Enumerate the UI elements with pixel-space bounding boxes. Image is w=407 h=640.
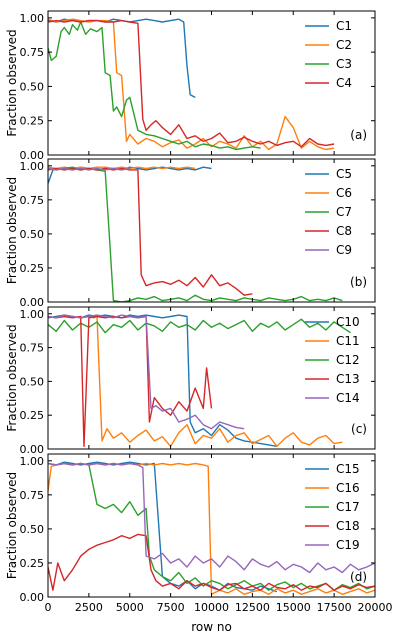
y-tick-label: 0.00	[20, 149, 45, 162]
y-tick-label: 0.75	[20, 194, 45, 207]
legend: C10 C11 C12 C13 C14	[305, 315, 360, 405]
panel-tag: (d)	[350, 570, 367, 584]
y-tick-label: 0.00	[20, 296, 45, 309]
y-tick-label: 0.50	[20, 80, 45, 93]
panel-tag: (b)	[350, 275, 367, 289]
series-line-c8	[48, 167, 253, 296]
y-axis-label: Fraction observed	[5, 29, 19, 136]
panel-tag: (a)	[350, 128, 367, 142]
legend-label: C13	[336, 372, 360, 386]
y-tick-label: 0.75	[20, 46, 45, 59]
legend: C5 C6 C7 C8 C9	[305, 167, 352, 257]
x-tick-label: 0	[45, 601, 52, 614]
legend-label: C16	[336, 481, 360, 495]
legend-label: C17	[336, 500, 360, 514]
legend-label: C19	[336, 538, 360, 552]
series-line-c14	[48, 314, 245, 430]
x-tick-label: 17500	[317, 601, 352, 614]
series-line-c12	[48, 318, 351, 334]
y-tick-label: 0.75	[20, 489, 45, 502]
legend-label: C5	[336, 167, 352, 181]
x-axis-label: row no	[191, 620, 232, 634]
legend-label: C8	[336, 224, 352, 238]
y-tick-label: 0.50	[20, 228, 45, 241]
legend-label: C11	[336, 334, 360, 348]
series-line-c17	[48, 462, 375, 591]
x-tick-label: 15000	[276, 601, 311, 614]
y-axis-label: Fraction observed	[5, 472, 19, 579]
series-line-c3	[48, 21, 261, 151]
legend: C1 C2 C3 C4	[305, 19, 352, 90]
legend-label: C4	[336, 76, 352, 90]
y-tick-label: 0.50	[20, 523, 45, 536]
y-tick-label: 0.50	[20, 375, 45, 388]
series-line-c7	[48, 166, 343, 302]
series-line-c16	[48, 462, 375, 595]
series-line-c2	[48, 18, 335, 151]
series-line-c4	[48, 19, 335, 148]
y-tick-label: 0.25	[20, 409, 45, 422]
legend-label: C9	[336, 243, 352, 257]
y-tick-label: 0.25	[20, 557, 45, 570]
x-tick-label: 7500	[157, 601, 185, 614]
series-line-c19	[48, 462, 375, 574]
legend-label: C18	[336, 519, 360, 533]
series-line-c10	[48, 314, 278, 447]
legend-label: C14	[336, 391, 360, 405]
x-tick-label: 20000	[358, 601, 393, 614]
legend-label: C1	[336, 19, 352, 33]
legend-label: C10	[336, 315, 360, 329]
legend-label: C7	[336, 205, 352, 219]
series-line-c9	[48, 167, 130, 171]
legend-label: C3	[336, 57, 352, 71]
y-tick-label: 1.00	[20, 160, 45, 173]
legend-label: C2	[336, 38, 352, 52]
y-tick-label: 0.00	[20, 443, 45, 456]
legend-label: C15	[336, 462, 360, 476]
x-tick-label: 12500	[235, 601, 270, 614]
y-tick-label: 1.00	[20, 455, 45, 468]
y-tick-label: 0.00	[20, 591, 45, 604]
x-tick-label: 5000	[116, 601, 144, 614]
series-line-c18	[48, 533, 375, 591]
series-line-c11	[48, 314, 343, 447]
legend: C15 C16 C17 C18 C19	[305, 462, 360, 552]
y-tick-label: 0.25	[20, 262, 45, 275]
y-tick-label: 1.00	[20, 12, 45, 25]
y-tick-label: 0.25	[20, 115, 45, 128]
y-tick-label: 0.75	[20, 342, 45, 355]
series-line-c15	[48, 461, 278, 593]
panel-d: 0.00 0.25 0.50 0.75 1.00 0 2500 5000 7500 10000 12…	[5, 453, 393, 614]
legend-label: C6	[336, 186, 352, 200]
panel-tag: (c)	[351, 422, 367, 436]
y-axis-label: Fraction observed	[5, 177, 19, 284]
x-tick-label: 2500	[75, 601, 103, 614]
y-tick-label: 1.00	[20, 308, 45, 321]
legend-label: C12	[336, 353, 360, 367]
x-tick-label: 10000	[194, 601, 229, 614]
y-axis-label: Fraction observed	[5, 324, 19, 431]
